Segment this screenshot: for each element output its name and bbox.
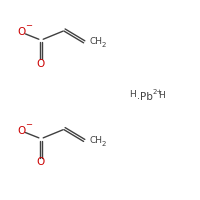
Text: H: H bbox=[158, 91, 165, 100]
Text: 2: 2 bbox=[101, 42, 106, 48]
Text: CH: CH bbox=[90, 136, 103, 145]
Text: O: O bbox=[37, 157, 45, 167]
Text: O: O bbox=[37, 59, 45, 69]
Text: .: . bbox=[137, 91, 140, 101]
Text: Pb: Pb bbox=[140, 92, 153, 102]
Text: O: O bbox=[17, 126, 25, 136]
Text: H: H bbox=[129, 90, 136, 99]
Text: CH: CH bbox=[90, 37, 103, 46]
Text: 2: 2 bbox=[101, 141, 106, 147]
Text: O: O bbox=[17, 27, 25, 37]
Text: −: − bbox=[26, 22, 32, 31]
Text: 2+: 2+ bbox=[152, 89, 162, 95]
Text: −: − bbox=[26, 120, 32, 129]
